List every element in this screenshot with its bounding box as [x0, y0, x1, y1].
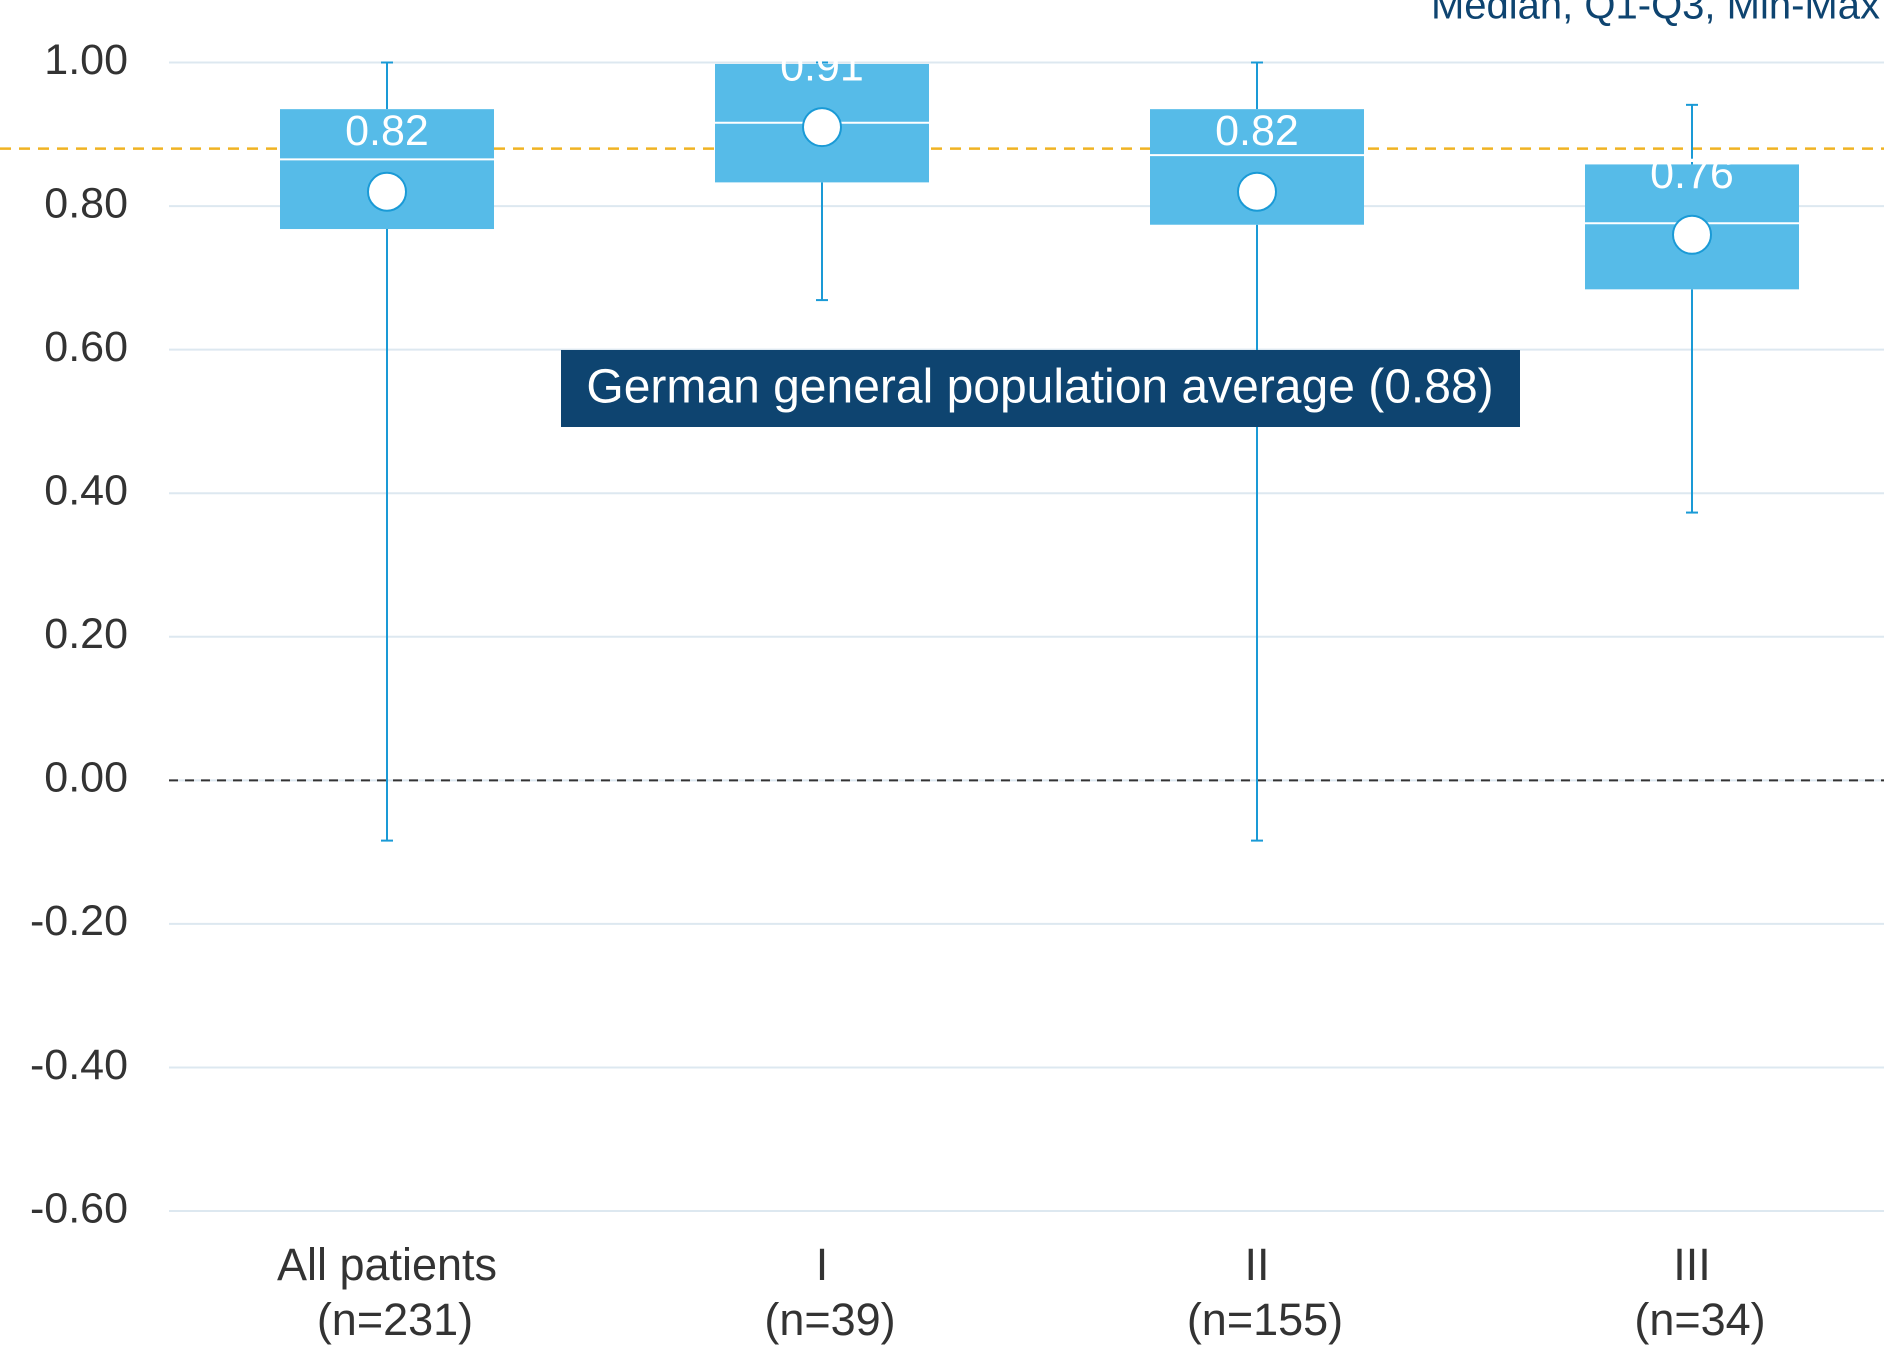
x-tick-label: II	[1244, 1239, 1269, 1290]
mean-marker	[367, 171, 407, 212]
value-label: 0.82	[1215, 107, 1299, 155]
mean-marker	[1237, 171, 1277, 212]
y-tick-label: -0.20	[30, 897, 128, 945]
x-tick-count: (n=34)	[1634, 1294, 1765, 1345]
y-tick-label: 0.40	[44, 467, 128, 515]
y-tick-label: 0.00	[44, 754, 128, 802]
y-tick-label: 0.20	[44, 610, 128, 658]
value-label: 0.91	[780, 42, 864, 90]
mean-marker	[1672, 214, 1712, 255]
annotation: German general population average (0.88)	[586, 361, 1493, 414]
y-tick-label: 0.80	[44, 179, 128, 227]
x-tick-label: III	[1673, 1239, 1711, 1290]
y-tick-label: 1.00	[44, 36, 128, 84]
value-label: 0.82	[345, 107, 429, 155]
x-tick-count: (n=155)	[1187, 1294, 1343, 1345]
x-tick-label: I	[816, 1239, 829, 1290]
x-tick-label: All patients	[277, 1239, 497, 1290]
y-tick-label: 0.60	[44, 323, 128, 371]
y-tick-label: -0.40	[30, 1041, 128, 1089]
annotation-box	[561, 350, 1520, 427]
value-label: 0.76	[1650, 150, 1734, 198]
y-tick-label: -0.60	[30, 1184, 128, 1232]
legend-note: Median, Q1-Q3, Min-Max	[1431, 0, 1880, 28]
x-tick-count: (n=231)	[317, 1294, 473, 1345]
x-tick-count: (n=39)	[764, 1294, 895, 1345]
mean-marker	[802, 107, 842, 148]
